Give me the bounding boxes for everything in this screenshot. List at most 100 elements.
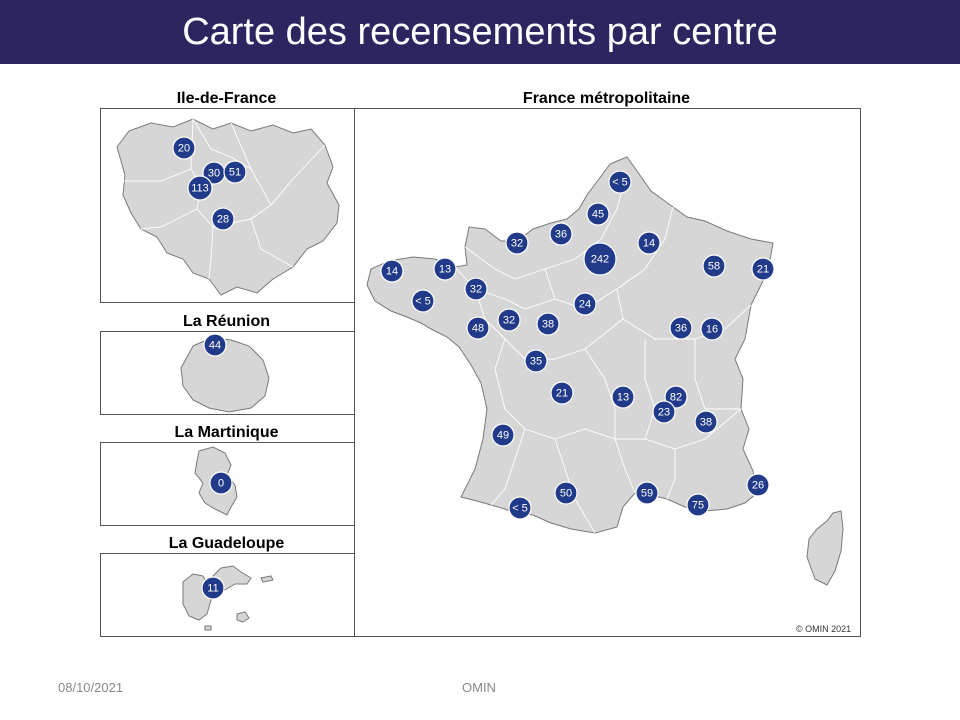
metro-center-marker	[608, 170, 632, 194]
metro-center-count: 32	[503, 315, 515, 327]
metro-center-marker	[491, 423, 515, 447]
martinique-bubble-layer: 0	[209, 471, 233, 495]
metro-center-marker	[652, 400, 676, 424]
guadeloupe-desirade-shape	[260, 575, 274, 583]
reunion-island-shape	[180, 337, 270, 413]
metro-center-marker	[380, 259, 404, 283]
idf-map: 20 30 51 113 28	[100, 108, 355, 303]
metro-center-marker	[508, 496, 532, 520]
metro-center-bubble: 24	[573, 292, 597, 316]
metro-center-bubble: < 5	[508, 496, 532, 520]
idf-center-count: 51	[229, 167, 241, 179]
metro-center-count: 58	[708, 261, 720, 273]
metro-center-bubble: 13	[611, 385, 635, 409]
metro-center-marker	[411, 289, 435, 313]
metro-center-bubble: 21	[550, 381, 574, 405]
metro-center-bubble: 58	[702, 254, 726, 278]
metro-center-marker	[746, 473, 770, 497]
idf-center-marker	[172, 136, 196, 160]
metro-center-bubble: 49	[491, 423, 515, 447]
metro-center-marker	[751, 257, 775, 281]
metro-center-bubble: 16	[700, 317, 724, 341]
idf-center-marker	[223, 160, 247, 184]
reunion-center-marker	[203, 333, 227, 357]
metro-center-count: 26	[752, 480, 764, 492]
metro-center-marker	[524, 349, 548, 373]
metro-center-count: 36	[555, 229, 567, 241]
metro-center-bubble: < 5	[608, 170, 632, 194]
footer-center: OMIN	[462, 680, 496, 695]
idf-center-bubble: 51	[223, 160, 247, 184]
martinique-map-svg: 0	[194, 446, 238, 516]
metro-center-count: 38	[542, 319, 554, 331]
metro-center-marker	[536, 312, 560, 336]
metro-center-marker	[573, 292, 597, 316]
metro-center-count: 48	[472, 323, 484, 335]
footer-date: 08/10/2021	[58, 680, 124, 695]
metro-center-count: 14	[386, 266, 398, 278]
idf-center-count: 113	[191, 183, 209, 195]
metro-center-marker	[702, 254, 726, 278]
guadeloupe-center-bubble: 11	[201, 576, 225, 600]
metro-center-marker	[637, 231, 661, 255]
metro-center-count: 14	[643, 238, 655, 250]
metro-center-count: 32	[511, 238, 523, 250]
page-title: Carte des recensements par centre	[182, 10, 778, 53]
metro-center-bubble: 36	[549, 222, 573, 246]
guadeloupe-map: 11	[100, 553, 355, 637]
guadeloupe-label: La Guadeloupe	[168, 535, 285, 552]
metro-center-count: < 5	[612, 177, 628, 189]
idf-map-svg: 20 30 51 113 28	[116, 118, 340, 296]
metro-center-count: 38	[700, 417, 712, 429]
reunion-label: La Réunion	[182, 313, 271, 330]
metro-center-marker	[433, 257, 457, 281]
idf-center-marker	[187, 175, 213, 201]
metro-center-bubble: 45	[586, 202, 610, 226]
metro-center-marker	[549, 222, 573, 246]
idf-center-count: 30	[208, 168, 220, 180]
metro-center-marker	[554, 481, 578, 505]
martinique-label: La Martinique	[174, 424, 279, 441]
metro-bubble-layer: < 5 45 36 32 14 242 58 21 14 13 < 5 32 24 48 32 38 36 16 3…	[380, 170, 775, 520]
metro-center-bubble: 14	[637, 231, 661, 255]
metro-center-bubble: 38	[694, 410, 718, 434]
guadeloupe-center-count: 11	[207, 583, 218, 595]
reunion-center-count: 44	[209, 340, 221, 352]
martinique-center-count: 0	[218, 478, 224, 490]
metro-center-count: 35	[530, 356, 542, 368]
metro-center-bubble: 26	[746, 473, 770, 497]
guadeloupe-center-marker	[201, 576, 225, 600]
martinique-center-bubble: 0	[209, 471, 233, 495]
guadeloupe-map-svg: 11	[182, 565, 274, 631]
metro-center-marker	[611, 385, 635, 409]
france-mainland-shape	[366, 156, 774, 534]
martinique-map: 0	[100, 442, 355, 526]
idf-center-count: 28	[217, 214, 229, 226]
metro-center-count: 21	[556, 388, 568, 400]
metro-center-count: 50	[560, 488, 572, 500]
metro-center-marker	[700, 317, 724, 341]
metro-center-bubble: 75	[686, 493, 710, 517]
metro-center-bubble: 32	[505, 231, 529, 255]
metro-center-bubble: 50	[554, 481, 578, 505]
metro-center-count: 13	[617, 392, 629, 404]
title-bar: Carte des recensements par centre	[0, 0, 960, 64]
reunion-map-svg: 44	[180, 333, 270, 413]
reunion-bubble-layer: 44	[203, 333, 227, 357]
idf-region-shape	[116, 118, 340, 296]
guadeloupe-saintes-shape	[204, 625, 212, 631]
metro-center-count: 75	[692, 500, 704, 512]
metro-center-marker	[586, 202, 610, 226]
metro-center-marker	[550, 381, 574, 405]
metro-center-marker	[635, 481, 659, 505]
corsica-shape	[806, 510, 844, 586]
guadeloupe-marie-galante-shape	[236, 611, 250, 623]
metro-map: < 5 45 36 32 14 242 58 21 14 13 < 5 32 24 48 32 38 36 16 3…	[354, 108, 861, 637]
metro-center-count: 16	[706, 324, 718, 336]
idf-center-count: 20	[178, 143, 190, 155]
idf-center-bubble: 30	[202, 161, 226, 185]
idf-label: Ile-de-France	[176, 90, 277, 107]
reunion-center-bubble: 44	[203, 333, 227, 357]
metro-center-marker	[583, 242, 617, 276]
metro-center-marker	[466, 316, 490, 340]
